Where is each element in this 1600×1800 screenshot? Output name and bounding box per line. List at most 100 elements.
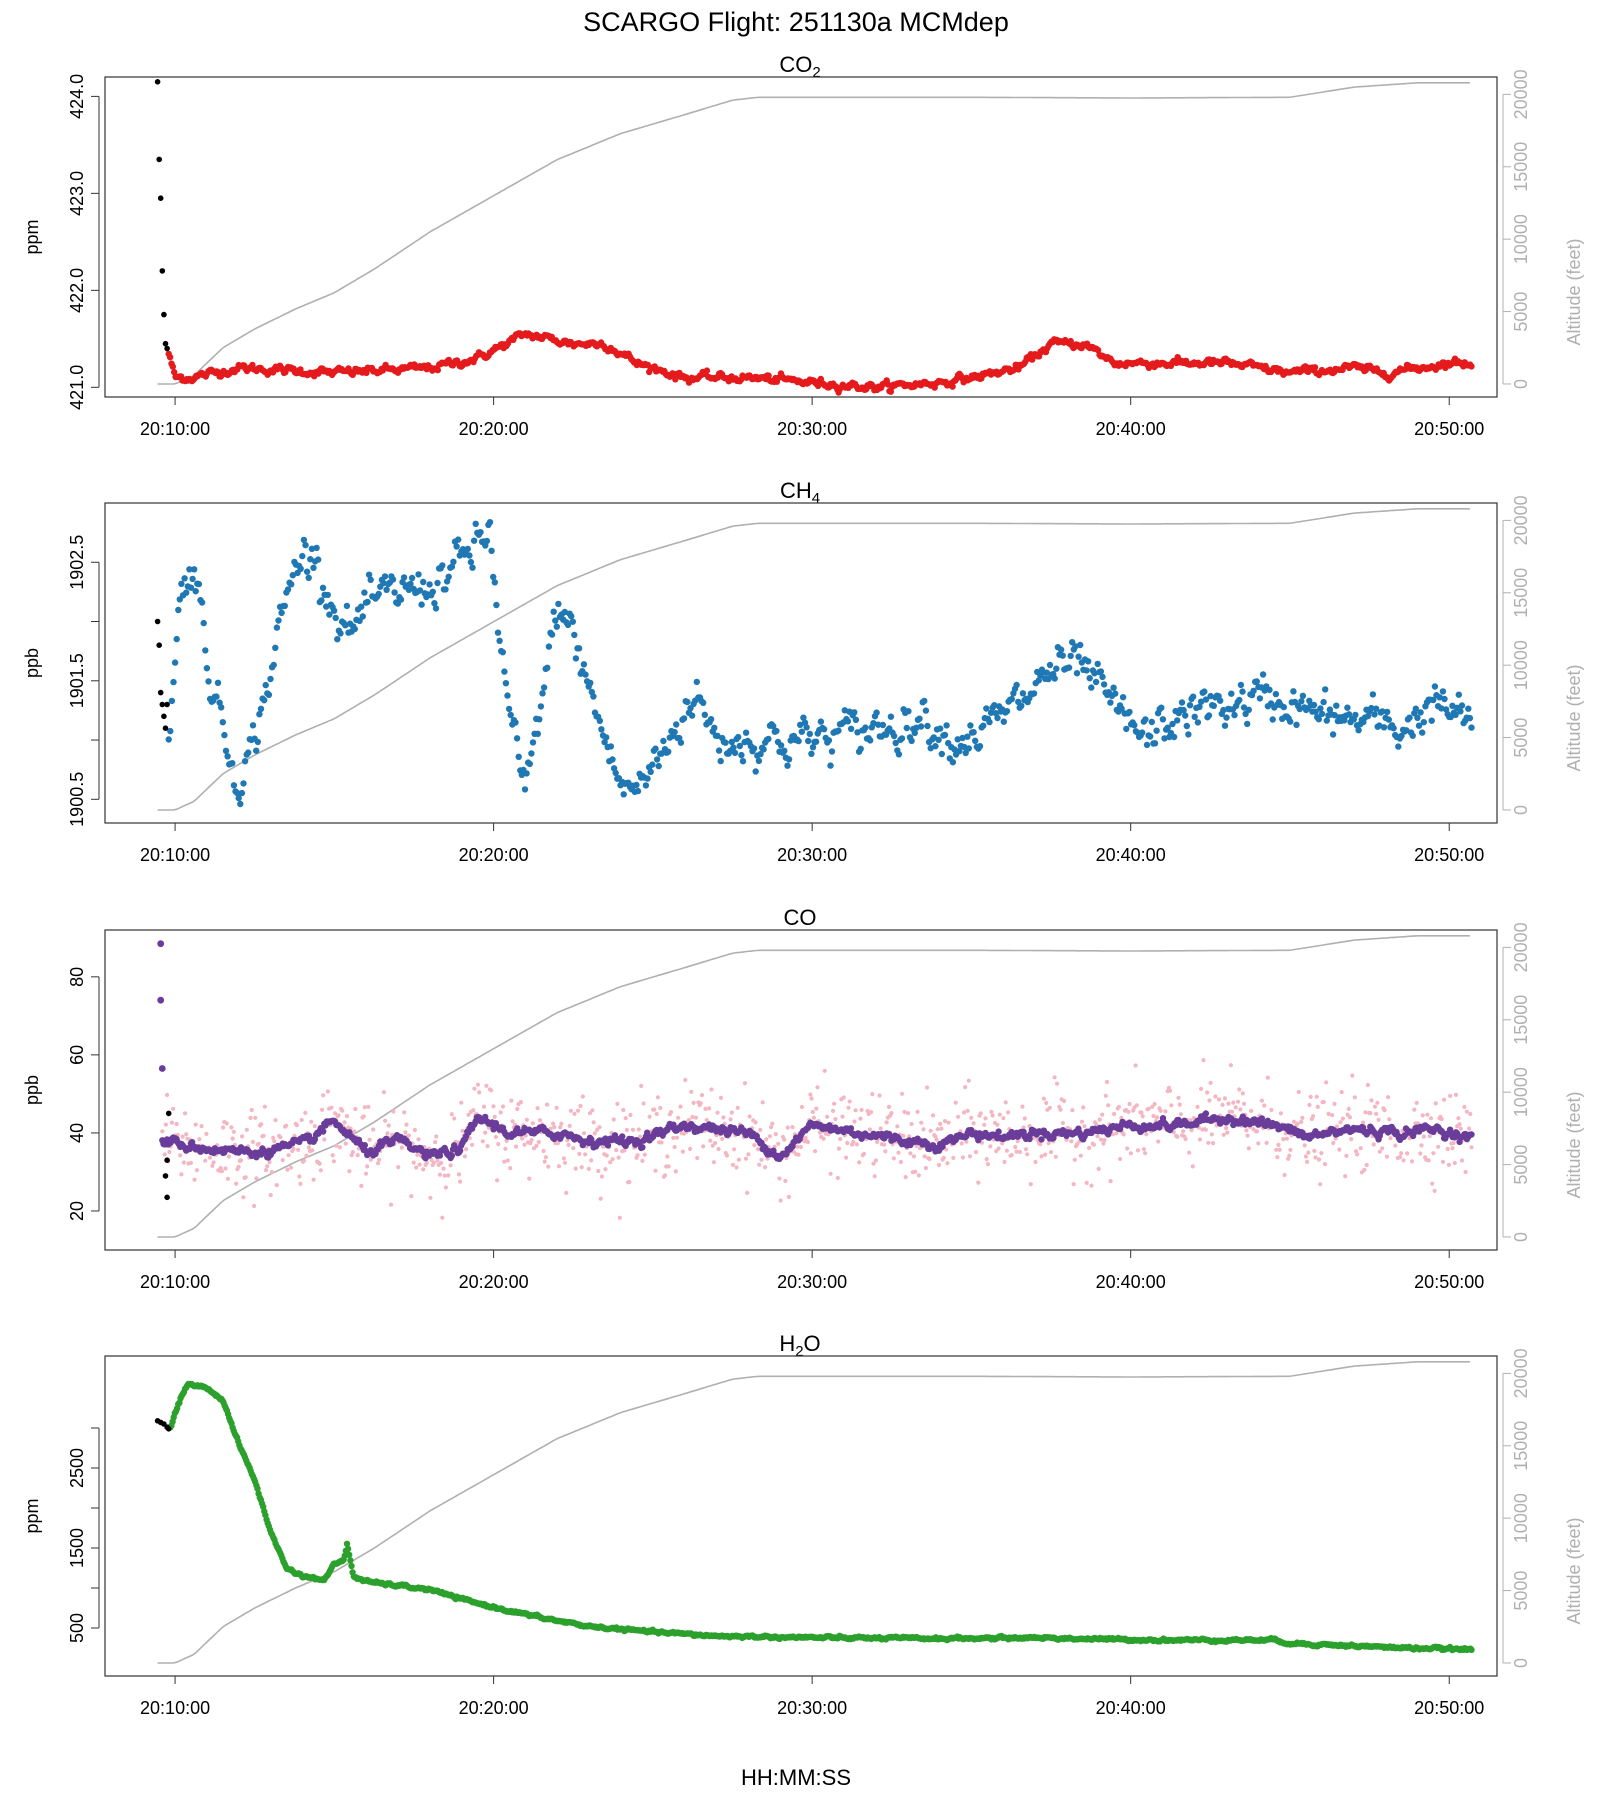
data-point [1417,709,1424,716]
raw-point [1178,1112,1183,1117]
raw-point [343,1141,348,1146]
raw-point [1432,1188,1437,1193]
raw-point [903,1175,908,1180]
altitude-tick-label: 0 [1511,805,1531,815]
data-point [805,737,812,745]
raw-point [1249,1108,1254,1113]
altitude-tick-label: 15000 [1511,568,1531,618]
raw-point [764,1137,769,1142]
data-point [673,721,680,728]
raw-point [562,1160,568,1165]
data-point [1326,706,1334,713]
flagged-point [157,996,165,1004]
data-point [230,782,238,789]
raw-point [1022,1116,1027,1121]
raw-point [1140,1114,1145,1119]
raw-point [193,1122,198,1127]
data-point [1431,683,1439,690]
raw-point [1110,1132,1116,1137]
data-point [1414,714,1421,721]
raw-point [1284,1136,1289,1141]
raw-point [192,1177,197,1182]
raw-point [736,1157,742,1162]
raw-point [1419,1143,1424,1148]
flagged-point [164,1157,170,1163]
data-point [1057,646,1065,653]
raw-point [1209,1132,1214,1137]
raw-point [1371,1142,1376,1147]
raw-point [414,1165,419,1170]
raw-point [805,1139,811,1145]
data-point [649,761,656,768]
altitude-tick-label: 5000 [1511,718,1531,758]
raw-point [1459,1158,1465,1163]
raw-point [197,1137,202,1142]
raw-point [219,1169,224,1174]
data-point [1018,702,1025,709]
data-point [1329,731,1337,738]
data-point [445,573,452,580]
raw-point [1314,1094,1319,1099]
data-point [1131,722,1138,729]
data-point [932,743,939,750]
raw-point [908,1151,913,1156]
data-point [956,748,963,755]
raw-point [433,1140,438,1145]
raw-point [1087,1145,1092,1150]
raw-point [1190,1164,1195,1169]
raw-point [763,1165,768,1170]
raw-point [767,1134,773,1139]
data-point [456,1147,464,1154]
raw-point [925,1085,930,1090]
data-point [488,547,495,554]
data-point [1194,719,1202,726]
raw-point [294,1123,299,1128]
raw-point [576,1108,581,1113]
altitude-tick-label: 10000 [1511,1067,1531,1117]
data-point [257,705,265,712]
data-point [1085,658,1092,665]
raw-point [1399,1151,1404,1156]
raw-point [1158,1108,1163,1113]
raw-point [757,1162,762,1167]
data-point [318,597,325,604]
data-point [738,751,745,759]
raw-point [959,1141,964,1146]
x-tick-label: 20:50:00 [1414,419,1484,439]
raw-point [558,1125,563,1130]
raw-point [165,1092,170,1098]
raw-point [1201,1058,1206,1063]
raw-point [919,1120,924,1125]
raw-point [658,1105,663,1111]
raw-point [851,1139,856,1144]
raw-point [1380,1146,1385,1151]
altitude-tick-label: 5000 [1511,1145,1531,1185]
raw-point [902,1109,907,1114]
data-point [323,603,330,610]
data-point [1142,716,1149,723]
data-point [1112,690,1119,697]
x-tick-label: 20:20:00 [459,1272,529,1292]
data-point [609,756,616,763]
raw-point [1276,1142,1281,1147]
raw-point [415,1152,420,1157]
data-point [1457,708,1464,715]
data-point [770,722,777,730]
raw-point [1312,1148,1317,1153]
data-point [1371,711,1378,718]
raw-point [783,1178,788,1183]
data-point [972,737,979,744]
raw-point [545,1102,550,1107]
raw-point [938,1121,943,1126]
raw-point [1141,1147,1146,1152]
data-point [1236,696,1243,704]
raw-point [452,1116,457,1121]
data-point [1185,731,1192,738]
raw-point [852,1119,857,1124]
flagged-point [159,701,166,708]
data-point [241,758,249,765]
raw-point [596,1168,601,1174]
data-point [453,543,460,550]
raw-point [440,1215,445,1220]
raw-point [1082,1124,1087,1129]
